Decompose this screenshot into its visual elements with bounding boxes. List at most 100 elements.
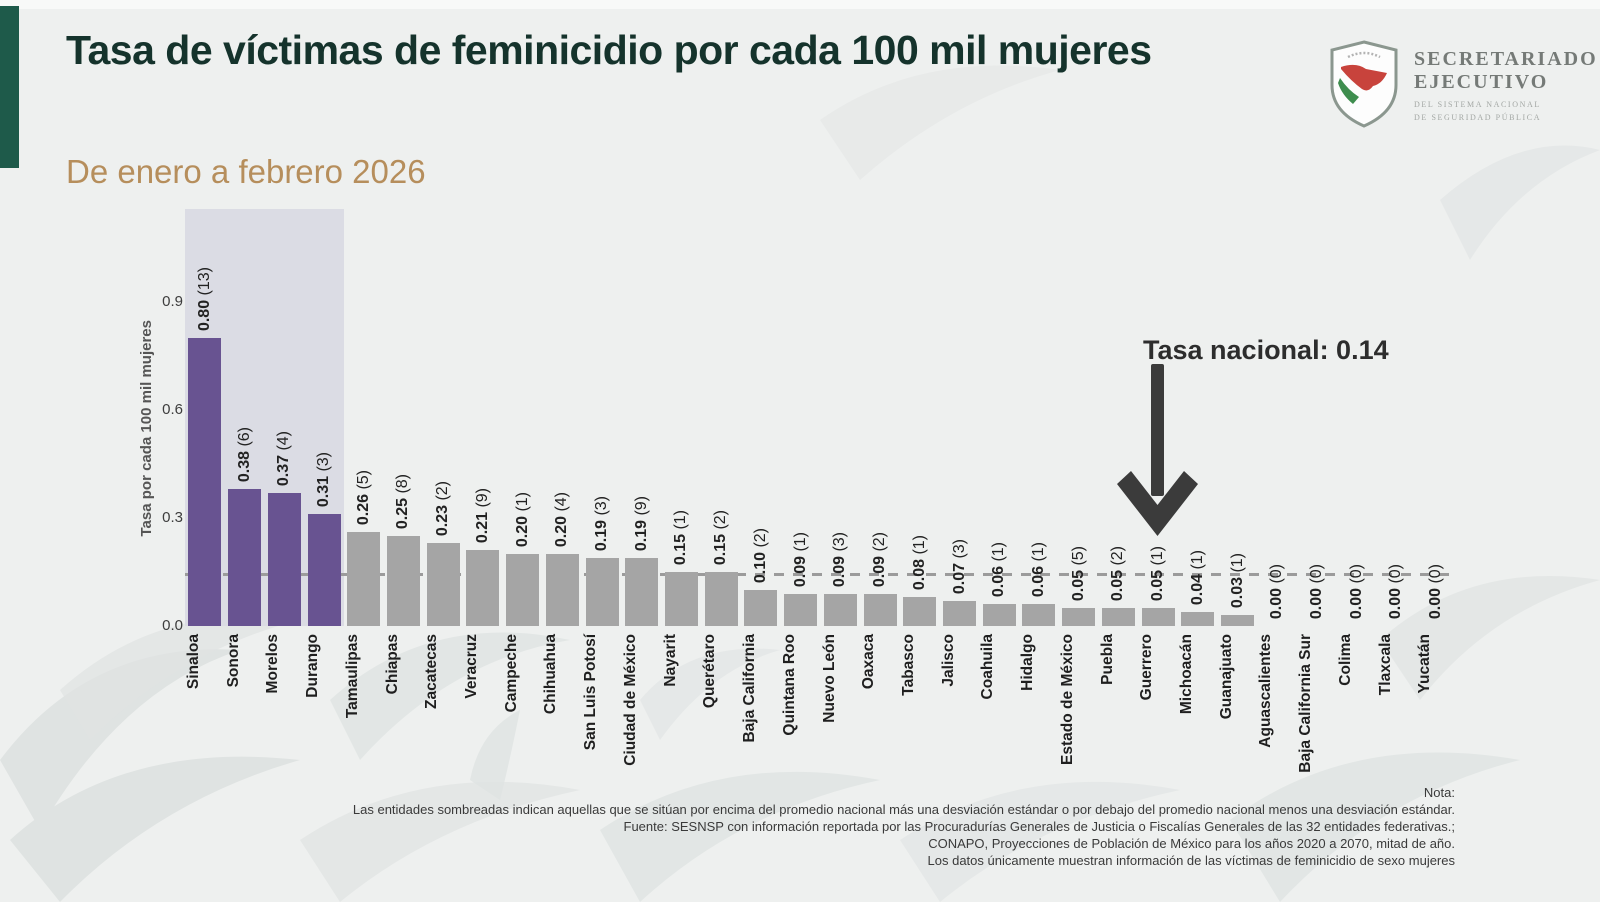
x-axis-label: Tamaulipas bbox=[343, 634, 361, 719]
bar-column: 0.38 (6) bbox=[225, 427, 265, 626]
header-accent-bar bbox=[0, 6, 19, 168]
bar-column: 0.19 (9) bbox=[622, 496, 662, 626]
bar-value-label: 0.06 (1) bbox=[990, 541, 1008, 597]
x-axis-label: Ciudad de México bbox=[621, 634, 639, 766]
bar-Sinaloa bbox=[188, 338, 222, 626]
bar-value-label: 0.08 (1) bbox=[910, 534, 928, 590]
x-axis-label: Colima bbox=[1336, 634, 1354, 686]
x-label-column: Baja California bbox=[741, 634, 781, 743]
bar-value-label: 0.37 (4) bbox=[275, 430, 293, 486]
bar-column: 0.05 (1) bbox=[1138, 546, 1178, 626]
x-axis-label: Coahuila bbox=[979, 634, 997, 700]
bar-Michoacán bbox=[1181, 612, 1215, 626]
x-axis-label: Veracruz bbox=[463, 634, 481, 699]
bar-Zacatecas bbox=[426, 543, 460, 626]
bar-value-label: 0.19 (9) bbox=[632, 495, 650, 551]
bar-Guerrero bbox=[1141, 608, 1175, 626]
bar-value-label: 0.09 (2) bbox=[871, 531, 889, 587]
bar-column: 0.05 (5) bbox=[1059, 546, 1099, 626]
bar-Nuevo León bbox=[823, 594, 857, 626]
bar-value-label: 0.26 (5) bbox=[354, 469, 372, 525]
bar-value-label: 0.04 (1) bbox=[1188, 549, 1206, 605]
bar-value-label: 0.25 (8) bbox=[394, 473, 412, 529]
bar-column: 0.20 (4) bbox=[542, 492, 582, 626]
y-tick-0.6: 0.6 bbox=[162, 401, 183, 418]
x-label-column: Jalisco bbox=[940, 634, 980, 687]
x-axis-label: Nayarit bbox=[661, 634, 679, 687]
bar-column: 0.06 (1) bbox=[979, 542, 1019, 626]
bar-value-label: 0.15 (2) bbox=[712, 509, 730, 565]
bar-Baja California bbox=[744, 590, 778, 626]
bar-value-label: 0.10 (2) bbox=[751, 527, 769, 583]
x-label-column: Colima bbox=[1337, 634, 1377, 686]
bar-Nayarit bbox=[664, 572, 698, 626]
bar-value-label: 0.00 (0) bbox=[1268, 563, 1286, 619]
y-tick-0.9: 0.9 bbox=[162, 293, 183, 310]
bar-column: 0.23 (2) bbox=[423, 481, 463, 626]
bar-column: 0.00 (0) bbox=[1377, 564, 1417, 626]
x-axis-label: San Luis Potosí bbox=[582, 634, 600, 751]
x-axis-label: Campeche bbox=[502, 634, 520, 713]
bar-value-label: 0.00 (0) bbox=[1307, 563, 1325, 619]
x-axis-label: Chihuahua bbox=[542, 634, 560, 715]
bar-value-label: 0.05 (5) bbox=[1069, 545, 1087, 601]
bar-column: 0.03 (1) bbox=[1218, 553, 1258, 626]
x-axis-label: Quintana Roo bbox=[780, 634, 798, 736]
bar-value-label: 0.00 (0) bbox=[1347, 563, 1365, 619]
x-axis-label: Durango bbox=[304, 634, 322, 698]
bar-value-label: 0.21 (9) bbox=[473, 487, 491, 543]
x-label-column: Tlaxcala bbox=[1377, 634, 1417, 695]
bar-value-label: 0.03 (1) bbox=[1228, 552, 1246, 608]
bar-San Luis Potosí bbox=[585, 558, 619, 626]
x-label-column: Durango bbox=[304, 634, 344, 698]
footer-notes: Nota: Las entidades sombreadas indican a… bbox=[135, 784, 1455, 869]
x-axis-label: Tabasco bbox=[899, 634, 917, 696]
bar-value-label: 0.09 (3) bbox=[831, 531, 849, 587]
x-label-column: Nuevo León bbox=[821, 634, 861, 723]
x-label-column: Campeche bbox=[503, 634, 543, 712]
logo-line-3: DEL SISTEMA NACIONAL bbox=[1414, 100, 1541, 109]
bar-Coahuila bbox=[982, 604, 1016, 626]
footer-line-source: Fuente: SESNSP con información reportada… bbox=[623, 819, 1456, 834]
logo-text: SECRETARIADO EJECUTIVO DEL SISTEMA NACIO… bbox=[1414, 40, 1598, 124]
bar-column: 0.00 (0) bbox=[1257, 564, 1297, 626]
bar-value-label: 0.09 (1) bbox=[791, 531, 809, 587]
x-label-column: Chiapas bbox=[384, 634, 424, 694]
bar-Veracruz bbox=[466, 550, 500, 626]
top-edge-strip bbox=[0, 0, 1600, 9]
shield-icon bbox=[1330, 40, 1398, 128]
bar-value-label: 0.05 (1) bbox=[1149, 545, 1167, 601]
x-label-column: Guanajuato bbox=[1218, 634, 1258, 719]
bar-column: 0.06 (1) bbox=[1019, 542, 1059, 626]
bar-value-label: 0.06 (1) bbox=[1029, 541, 1047, 597]
bar-column: 0.09 (3) bbox=[821, 532, 861, 626]
x-label-column: Oaxaca bbox=[860, 634, 900, 689]
bar-column: 0.00 (0) bbox=[1337, 564, 1377, 626]
logo-line-1: SECRETARIADO bbox=[1414, 48, 1598, 70]
bar-column: 0.07 (3) bbox=[940, 539, 980, 626]
x-label-column: Estado de México bbox=[1059, 634, 1099, 765]
x-axis-label: Guerrero bbox=[1138, 634, 1156, 701]
bar-value-label: 0.20 (4) bbox=[553, 491, 571, 547]
x-label-column: Hidalgo bbox=[1019, 634, 1059, 691]
x-axis-label: Oaxaca bbox=[860, 634, 878, 690]
bar-column: 0.20 (1) bbox=[503, 492, 543, 626]
bar-column: 0.26 (5) bbox=[344, 470, 384, 626]
y-tick-0.0: 0.0 bbox=[162, 617, 183, 634]
bar-Campeche bbox=[506, 554, 540, 626]
x-label-column: Querétaro bbox=[701, 634, 741, 708]
down-arrow-icon bbox=[1117, 364, 1198, 536]
x-label-column: Sonora bbox=[225, 634, 265, 687]
x-axis-label: Jalisco bbox=[939, 634, 957, 687]
bar-column: 0.25 (8) bbox=[384, 474, 424, 626]
bar-value-label: 0.00 (0) bbox=[1387, 563, 1405, 619]
x-axis-label: Baja California Sur bbox=[1297, 634, 1315, 773]
bar-Tamaulipas bbox=[347, 532, 381, 626]
bar-Estado de México bbox=[1062, 608, 1096, 626]
bar-chart-plot: 0.80 (13) 0.38 (6) 0.37 (4) 0.31 (3) 0.26 (5… bbox=[185, 209, 1456, 626]
x-axis-label: Yucatán bbox=[1416, 634, 1434, 694]
bar-column: 0.09 (1) bbox=[781, 532, 821, 626]
y-tick-0.3: 0.3 bbox=[162, 509, 183, 526]
x-axis-label: Hidalgo bbox=[1019, 634, 1037, 691]
x-label-column: Sinaloa bbox=[185, 634, 225, 689]
